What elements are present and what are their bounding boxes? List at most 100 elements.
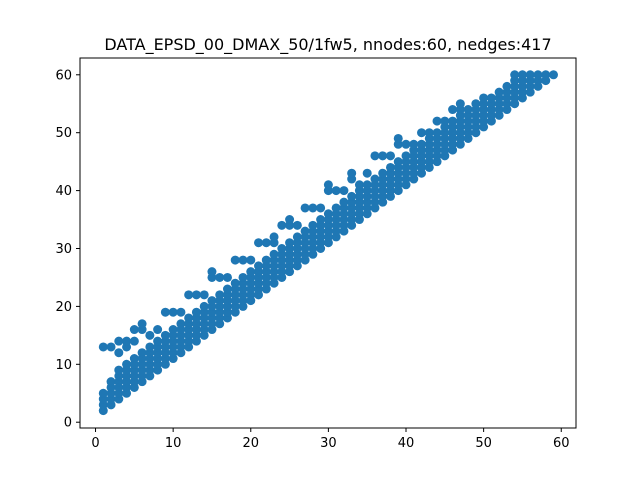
y-tick-label: 20 xyxy=(55,300,72,315)
scatter-point xyxy=(401,151,411,161)
scatter-point xyxy=(424,128,434,138)
scatter-point xyxy=(246,255,256,265)
scatter-point xyxy=(238,255,248,265)
scatter-point xyxy=(378,168,388,178)
x-tick-label: 50 xyxy=(475,436,492,451)
scatter-point xyxy=(137,348,147,358)
scatter-point xyxy=(440,116,450,126)
scatter-point xyxy=(222,284,232,294)
scatter-point xyxy=(207,267,217,277)
scatter-point xyxy=(308,203,318,213)
y-tick-label: 40 xyxy=(55,184,72,199)
scatter-point xyxy=(269,249,279,259)
scatter-point xyxy=(153,325,163,335)
scatter-point xyxy=(401,139,411,149)
scatter-point xyxy=(261,255,271,265)
scatter-point xyxy=(153,336,163,346)
scatter-point xyxy=(339,197,349,207)
scatter-point xyxy=(176,319,186,329)
scatter-point xyxy=(347,191,357,201)
scatter-point xyxy=(122,359,132,369)
scatter-point xyxy=(129,336,139,346)
scatter-point xyxy=(378,151,388,161)
scatter-point xyxy=(502,81,512,91)
scatter-point xyxy=(463,105,473,115)
scatter-point xyxy=(339,186,349,196)
scatter-point xyxy=(455,99,465,109)
scatter-point xyxy=(230,255,240,265)
scatter-point xyxy=(362,168,372,178)
scatter-point xyxy=(331,203,341,213)
y-axis-ticks: 0 10 20 30 40 50 60 xyxy=(55,68,80,431)
scatter-point xyxy=(300,226,310,236)
scatter-point xyxy=(191,290,201,300)
scatter-point xyxy=(246,267,256,277)
scatter-point xyxy=(316,215,326,225)
scatter-point xyxy=(215,272,225,282)
scatter-point xyxy=(525,70,535,80)
scatter-points xyxy=(98,70,558,416)
scatter-point xyxy=(277,220,287,230)
scatter-point xyxy=(269,232,279,242)
scatter-point xyxy=(385,162,395,172)
scatter-point xyxy=(533,70,543,80)
scatter-point xyxy=(199,301,209,311)
scatter-point xyxy=(160,330,170,340)
scatter-point xyxy=(292,232,302,242)
scatter-point xyxy=(300,203,310,213)
scatter-point xyxy=(316,203,326,213)
scatter-point xyxy=(184,313,194,323)
y-tick-label: 10 xyxy=(55,358,72,373)
scatter-point xyxy=(285,215,295,225)
scatter-point xyxy=(393,133,403,143)
x-tick-label: 30 xyxy=(320,436,337,451)
y-tick-label: 0 xyxy=(64,416,72,431)
scatter-point xyxy=(370,151,380,161)
scatter-point xyxy=(129,354,139,364)
y-tick-label: 60 xyxy=(55,68,72,83)
scatter-point xyxy=(409,139,419,149)
scatter-point xyxy=(362,180,372,190)
scatter-point xyxy=(238,272,248,282)
scatter-point xyxy=(292,220,302,230)
scatter-point xyxy=(354,180,364,190)
scatter-point xyxy=(494,87,504,97)
x-tick-label: 60 xyxy=(553,436,570,451)
scatter-point xyxy=(168,325,178,335)
scatter-point xyxy=(393,157,403,167)
scatter-point xyxy=(98,388,108,398)
scatter-point xyxy=(129,325,139,335)
scatter-point xyxy=(277,244,287,253)
scatter-point xyxy=(347,168,357,178)
scatter-point xyxy=(331,186,341,196)
scatter-point xyxy=(191,307,201,317)
scatter-point xyxy=(471,99,481,109)
scatter-point xyxy=(308,220,318,230)
scatter-point xyxy=(98,342,108,352)
scatter-point xyxy=(261,238,271,248)
scatter-point xyxy=(106,342,116,352)
scatter-point xyxy=(448,116,458,126)
scatter-point xyxy=(417,128,427,138)
scatter-point xyxy=(160,307,170,317)
scatter-point xyxy=(199,290,209,300)
x-tick-label: 10 xyxy=(165,436,182,451)
scatter-point xyxy=(207,296,217,306)
scatter-point xyxy=(215,290,225,300)
scatter-point xyxy=(385,151,395,161)
scatter-point xyxy=(106,377,116,387)
scatter-point xyxy=(114,336,124,346)
scatter-point xyxy=(370,174,380,184)
scatter-point xyxy=(168,307,178,317)
scatter-point xyxy=(432,116,442,126)
x-axis-ticks: 0 10 20 30 40 50 60 xyxy=(91,428,570,451)
scatter-point xyxy=(145,342,155,352)
scatter-point xyxy=(486,93,496,103)
scatter-point xyxy=(184,290,194,300)
x-tick-label: 20 xyxy=(242,436,259,451)
scatter-point xyxy=(222,272,232,282)
scatter-point xyxy=(145,330,155,340)
scatter-point xyxy=(176,307,186,317)
scatter-point xyxy=(417,139,427,149)
